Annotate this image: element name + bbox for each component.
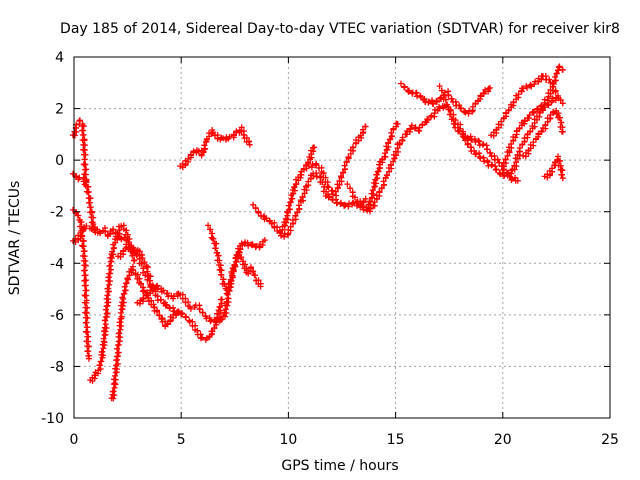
y-tick-label: 2 (55, 102, 64, 118)
series-arc-20 (498, 63, 566, 170)
series-markers (488, 73, 566, 139)
x-tick-label: 10 (279, 432, 297, 448)
series-arc-19 (488, 73, 566, 139)
tick-labels: 0 5 10 15 20 25 -10 -8 -6 -4 -2 0 2 4 (41, 50, 619, 448)
axis-ticks (73, 56, 611, 419)
series-markers (445, 94, 562, 180)
series-markers (70, 206, 93, 362)
series-arc-11 (250, 144, 318, 236)
y-tick-label: 0 (55, 153, 64, 169)
series-markers (498, 63, 566, 170)
series-arc-10 (177, 124, 253, 171)
series-arc-21 (520, 107, 566, 160)
x-tick-label: 5 (177, 432, 186, 448)
chart-title: Day 185 of 2014, Sidereal Day-to-day VTE… (60, 21, 620, 37)
series-arc-3 (70, 206, 93, 362)
series-arc-18 (445, 94, 562, 180)
grid-lines (74, 57, 610, 418)
series-markers (205, 222, 264, 297)
x-tick-label: 25 (601, 432, 619, 448)
plot-frame (73, 56, 611, 419)
series-markers (70, 117, 90, 189)
series-arc-1 (70, 117, 90, 189)
x-tick-label: 20 (494, 432, 512, 448)
y-tick-label: 4 (55, 50, 64, 66)
series-arc-16 (398, 80, 493, 117)
series-markers (541, 153, 566, 182)
series-markers (344, 103, 448, 215)
series-arc-6 (108, 263, 183, 402)
series-arc-15 (363, 120, 401, 211)
series-markers (363, 120, 401, 211)
series-markers (177, 124, 253, 171)
series-arc-22 (541, 153, 566, 182)
x-axis-title: GPS time / hours (281, 458, 398, 474)
series-markers (305, 123, 369, 199)
y-tick-label: -2 (50, 205, 64, 221)
series-arc-9 (205, 222, 264, 297)
series-arc-14 (344, 103, 448, 215)
series-arc-12 (278, 170, 369, 240)
y-tick-label: -10 (41, 411, 64, 427)
y-axis-title: SDTVAR / TECUs (7, 181, 23, 296)
series-arc-4 (70, 223, 138, 264)
data-points (70, 63, 566, 402)
y-tick-label: -8 (50, 359, 64, 375)
y-tick-label: -6 (50, 308, 64, 324)
series-markers (398, 80, 493, 117)
y-tick-label: -4 (50, 256, 64, 272)
x-tick-label: 15 (387, 432, 405, 448)
series-arc-13 (305, 123, 369, 199)
series-markers (108, 263, 183, 402)
series-markers (520, 107, 566, 160)
series-markers (250, 144, 318, 236)
series-markers (70, 223, 138, 264)
x-tick-label: 0 (70, 432, 79, 448)
series-markers (278, 170, 369, 240)
